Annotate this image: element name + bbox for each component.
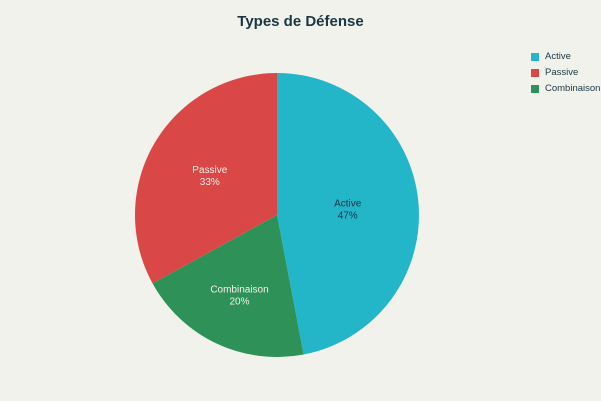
pie-slice-active[interactable] [277, 73, 419, 355]
slice-label-combinaison: Combinaison 20% [210, 285, 268, 308]
legend-swatch-passive [531, 68, 539, 77]
legend-swatch-active [531, 52, 539, 61]
legend-item-passive[interactable]: Passive [531, 67, 600, 78]
slice-label-passive: Passive 33% [192, 165, 227, 188]
legend-label: Active [545, 51, 571, 62]
pie-slice-combinaison[interactable] [152, 215, 304, 357]
legend-item-combinaison[interactable]: Combinaison [531, 83, 600, 94]
pie-slice-passive[interactable] [134, 73, 277, 284]
legend-label: Combinaison [545, 83, 601, 94]
legend-swatch-combinaison [531, 84, 539, 93]
legend-label: Passive [545, 67, 579, 78]
slice-label-active: Active 47% [334, 198, 362, 221]
chart-title: Types de Défense [237, 13, 364, 30]
legend-item-active[interactable]: Active [531, 51, 600, 62]
legend: Active Passive Combinaison [531, 51, 600, 94]
